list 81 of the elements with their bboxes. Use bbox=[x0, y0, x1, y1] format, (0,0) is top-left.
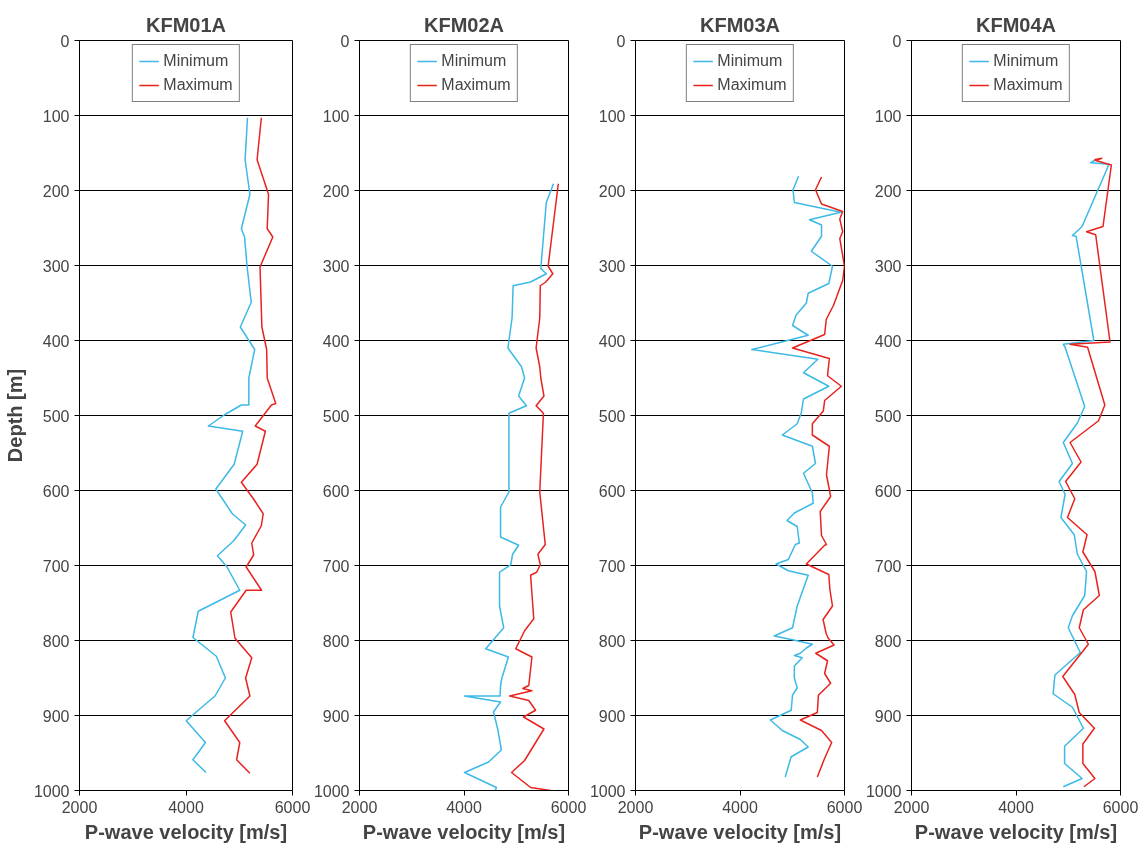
y-tick-label: 900 bbox=[42, 707, 70, 725]
legend-label: Maximum bbox=[441, 76, 511, 94]
x-axis-title: P-wave velocity [m/s] bbox=[638, 820, 842, 843]
y-tick-label: 0 bbox=[616, 32, 626, 50]
line-series bbox=[508, 183, 560, 791]
chart-title: KFM02A bbox=[424, 13, 505, 36]
x-tick-label: 6000 bbox=[826, 798, 863, 816]
y-tick-label: 400 bbox=[322, 332, 350, 350]
line-series bbox=[1052, 159, 1110, 788]
y-tick-label: 800 bbox=[42, 632, 70, 650]
y-tick-label: 200 bbox=[42, 182, 70, 200]
x-axis-title: P-wave velocity [m/s] bbox=[914, 820, 1118, 843]
y-tick-label: 900 bbox=[598, 707, 626, 725]
legend-label: Maximum bbox=[717, 76, 787, 94]
y-tick-label: 800 bbox=[598, 632, 626, 650]
y-tick-label: 0 bbox=[892, 32, 902, 50]
legend-label: Maximum bbox=[163, 76, 233, 94]
y-tick-label: 800 bbox=[874, 632, 902, 650]
y-tick-label: 600 bbox=[598, 482, 626, 500]
y-tick-label: 500 bbox=[874, 407, 902, 425]
y-tick-label: 200 bbox=[322, 182, 350, 200]
x-tick-label: 6000 bbox=[274, 798, 311, 816]
y-tick-label: 700 bbox=[322, 557, 350, 575]
y-axis-title: Depth [m] bbox=[3, 368, 26, 463]
x-tick-label: 6000 bbox=[550, 798, 587, 816]
y-tick-label: 800 bbox=[322, 632, 350, 650]
x-tick-label: 4000 bbox=[998, 798, 1034, 816]
y-tick-label: 1000 bbox=[589, 782, 626, 800]
y-tick-label: 600 bbox=[322, 482, 350, 500]
y-tick-label: 100 bbox=[322, 107, 350, 125]
x-tick-label: 4000 bbox=[722, 798, 758, 816]
line-series bbox=[223, 117, 277, 774]
line-series bbox=[791, 176, 845, 778]
x-axis-title: P-wave velocity [m/s] bbox=[362, 820, 566, 843]
x-tick-label: 6000 bbox=[1102, 798, 1138, 816]
y-tick-label: 1000 bbox=[33, 782, 70, 800]
y-tick-label: 0 bbox=[340, 32, 350, 50]
y-tick-label: 300 bbox=[42, 257, 70, 275]
y-tick-label: 200 bbox=[874, 182, 902, 200]
y-tick-label: 100 bbox=[42, 107, 70, 125]
y-tick-label: 0 bbox=[60, 32, 70, 50]
y-tick-label: 900 bbox=[874, 707, 902, 725]
y-tick-label: 700 bbox=[42, 557, 70, 575]
y-tick-label: 700 bbox=[598, 557, 626, 575]
y-tick-label: 1000 bbox=[865, 782, 902, 800]
legend-label: Minimum bbox=[441, 52, 507, 70]
y-tick-label: 400 bbox=[598, 332, 626, 350]
y-tick-label: 200 bbox=[598, 182, 626, 200]
chart-title: KFM01A bbox=[146, 13, 227, 36]
y-tick-label: 600 bbox=[42, 482, 70, 500]
x-tick-label: 2000 bbox=[617, 798, 654, 816]
x-tick-label: 2000 bbox=[61, 798, 98, 816]
y-tick-label: 700 bbox=[874, 557, 902, 575]
y-tick-label: 500 bbox=[598, 407, 626, 425]
line-series bbox=[185, 117, 256, 774]
legend-label: Maximum bbox=[993, 76, 1063, 94]
legend-label: Minimum bbox=[163, 52, 229, 70]
x-tick-label: 2000 bbox=[893, 798, 930, 816]
y-tick-label: 900 bbox=[322, 707, 350, 725]
y-tick-label: 300 bbox=[874, 257, 902, 275]
line-series bbox=[751, 175, 842, 778]
y-tick-label: 500 bbox=[42, 407, 70, 425]
y-tick-label: 600 bbox=[874, 482, 902, 500]
x-axis-title: P-wave velocity [m/s] bbox=[84, 820, 288, 843]
y-tick-label: 500 bbox=[322, 407, 350, 425]
chart-title: KFM03A bbox=[700, 13, 781, 36]
y-tick-label: 300 bbox=[598, 257, 626, 275]
y-tick-label: 100 bbox=[874, 107, 902, 125]
legend-label: Minimum bbox=[993, 52, 1059, 70]
line-series bbox=[1062, 157, 1113, 788]
y-tick-label: 100 bbox=[598, 107, 626, 125]
y-tick-label: 400 bbox=[874, 332, 902, 350]
x-tick-label: 2000 bbox=[341, 798, 378, 816]
y-tick-label: 300 bbox=[322, 257, 350, 275]
x-tick-label: 4000 bbox=[446, 798, 482, 816]
chart-title: KFM04A bbox=[976, 13, 1057, 36]
legend-label: Minimum bbox=[717, 52, 783, 70]
x-tick-label: 4000 bbox=[168, 798, 204, 816]
y-tick-label: 1000 bbox=[313, 782, 350, 800]
line-series bbox=[463, 183, 555, 791]
y-tick-label: 400 bbox=[42, 332, 70, 350]
